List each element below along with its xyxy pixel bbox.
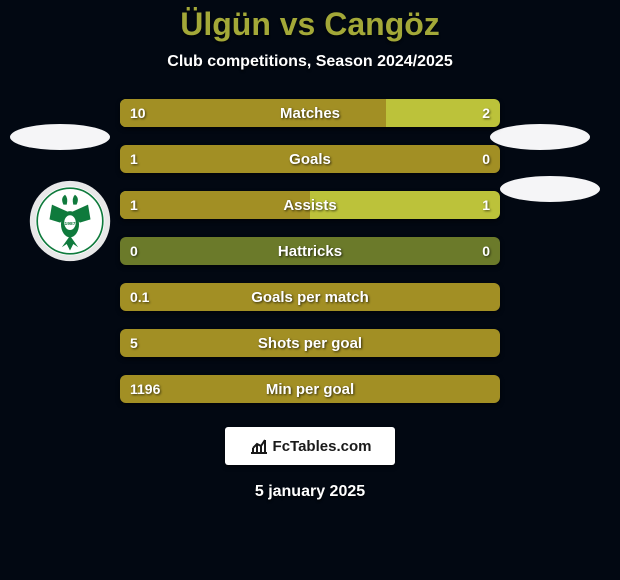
page-title: Ülgün vs Cangöz [0, 0, 620, 43]
stat-value-p1: 10 [120, 99, 156, 127]
chart-icon [249, 437, 269, 455]
stat-value-p1: 1196 [120, 375, 170, 403]
decor-ellipse [10, 124, 110, 150]
brand-label: FcTables.com [273, 438, 372, 455]
stat-label: Goals per match [120, 283, 500, 311]
stat-value-p2: 0 [472, 237, 500, 265]
stat-label: Hattricks [120, 237, 500, 265]
stat-row: 5Shots per goal [120, 329, 500, 357]
stat-value-p1: 0 [120, 237, 148, 265]
stat-row: 0 0Hattricks [120, 237, 500, 265]
stat-value-p1: 1 [120, 145, 148, 173]
stat-value-p2: 1 [472, 191, 500, 219]
decor-ellipse [490, 124, 590, 150]
stat-row: 0.1Goals per match [120, 283, 500, 311]
subtitle: Club competitions, Season 2024/2025 [0, 53, 620, 71]
stat-row: 102Matches [120, 99, 500, 127]
stat-value-p1: 5 [120, 329, 148, 357]
stat-value-p1: 0.1 [120, 283, 159, 311]
stat-label: Goals [120, 145, 500, 173]
stat-value-p1: 1 [120, 191, 148, 219]
stat-label: Min per goal [120, 375, 500, 403]
brand-box: FcTables.com [225, 427, 395, 465]
stats-container: 102Matches10Goals11Assists00Hattricks0.1… [120, 99, 500, 403]
stat-row: 1 0Goals [120, 145, 500, 173]
stat-row: 11Assists [120, 191, 500, 219]
decor-ellipse [500, 176, 600, 202]
stat-seg-p1 [120, 191, 310, 219]
stat-row: 1196Min per goal [120, 375, 500, 403]
badge-year: 1987 [65, 221, 76, 227]
date-label: 5 january 2025 [0, 483, 620, 501]
club-badge: 1987 [29, 180, 111, 262]
stat-value-p2: 2 [472, 99, 500, 127]
stat-value-p2: 0 [472, 145, 500, 173]
stat-seg-p1 [120, 99, 386, 127]
stat-label: Shots per goal [120, 329, 500, 357]
